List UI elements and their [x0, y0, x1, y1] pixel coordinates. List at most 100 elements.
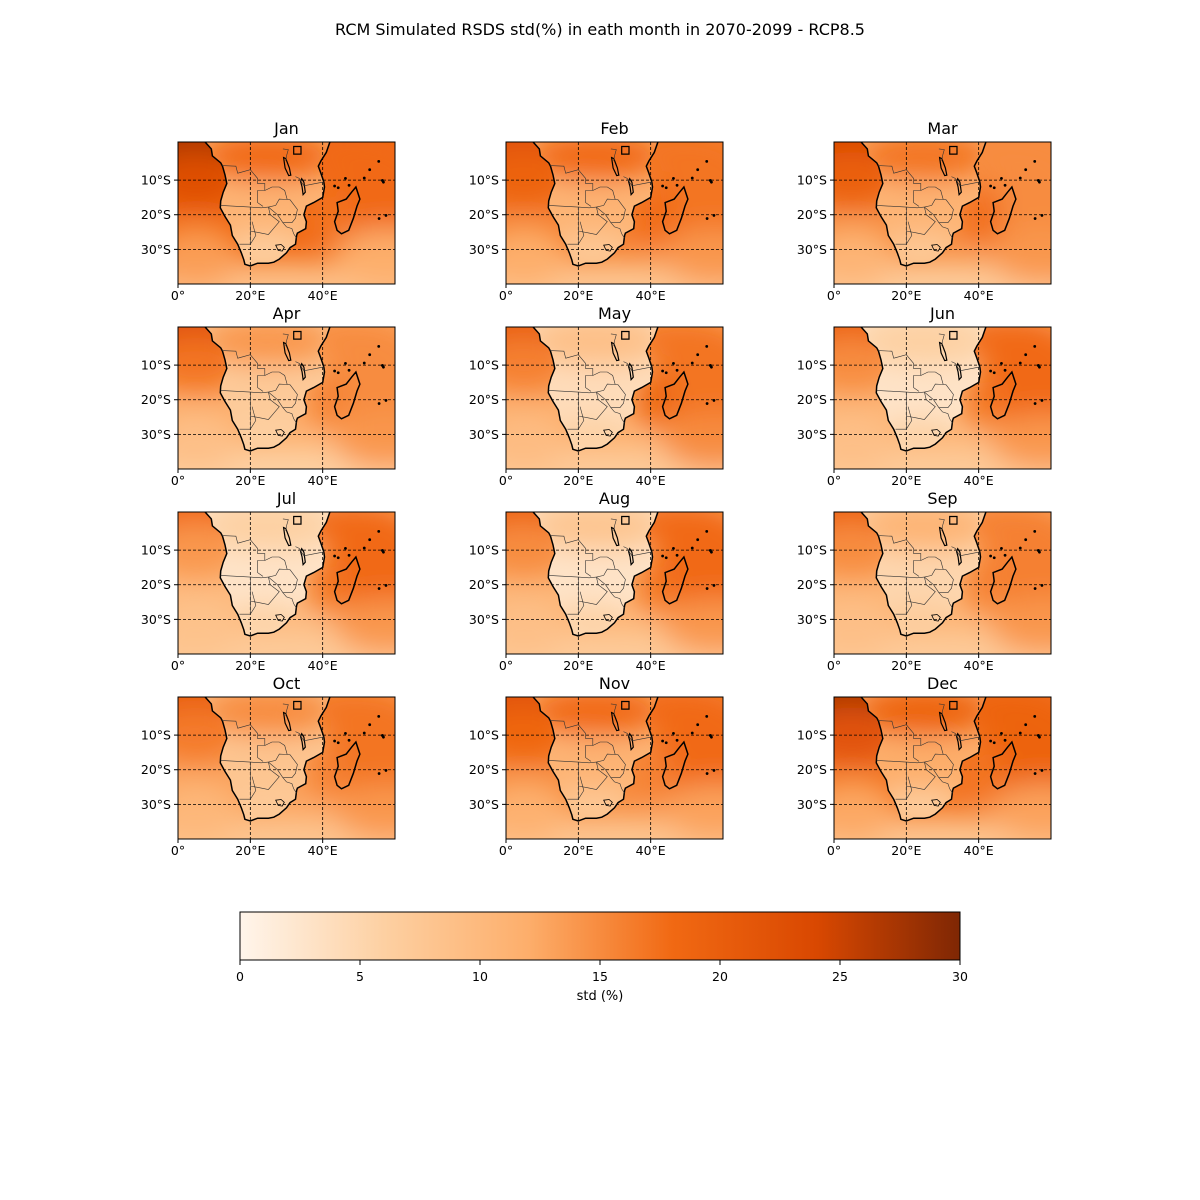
island — [705, 587, 709, 590]
plot-frame — [505, 511, 724, 655]
country-border — [596, 568, 616, 578]
lon-tick-label: 20°E — [891, 843, 921, 858]
lat-tick-label: 20°S — [141, 207, 171, 222]
lon-tick-label: 40°E — [636, 843, 666, 858]
lon-tick-label: 20°E — [235, 658, 265, 673]
country-border — [592, 741, 616, 755]
lon-tick-label: 0° — [827, 843, 841, 858]
sw-ocean-cell — [506, 226, 570, 284]
lon-tick-label: 40°E — [308, 658, 338, 673]
country-border — [610, 148, 617, 162]
country-border — [585, 190, 593, 207]
country-border — [567, 776, 585, 800]
lat-tick-label: 20°S — [797, 207, 827, 222]
lon-tick-label: 0° — [827, 288, 841, 303]
island — [384, 584, 388, 587]
island — [336, 371, 340, 375]
lon-tick-label: 40°E — [308, 843, 338, 858]
island — [661, 739, 665, 743]
lesotho-border — [603, 244, 613, 252]
island — [344, 731, 347, 735]
lesotho-border — [603, 614, 613, 622]
country-border — [592, 186, 616, 200]
island — [384, 399, 388, 402]
country-border — [282, 592, 297, 609]
country-border — [596, 199, 626, 223]
lesotho-border — [275, 429, 285, 437]
island — [1033, 344, 1037, 348]
country-border — [924, 198, 944, 208]
country-border — [268, 568, 288, 578]
plot-frame — [177, 696, 396, 840]
island — [712, 584, 716, 587]
island — [672, 361, 675, 365]
island — [705, 529, 709, 533]
lon-tick-label: 0° — [499, 658, 513, 673]
madagascar-coastline — [333, 370, 361, 420]
island — [368, 168, 372, 172]
country-border — [951, 176, 981, 186]
panel-title: Nov — [598, 674, 631, 693]
country-border — [548, 760, 597, 764]
figure-title: RCM Simulated RSDS std(%) in eath month … — [335, 20, 865, 39]
plot-frame — [177, 326, 396, 470]
map-plot: 10°S 20°S 30°S 0° 20°E 40°E — [469, 326, 724, 488]
island — [1033, 587, 1037, 590]
madagascar-coastline — [989, 555, 1017, 605]
n-land-cell — [861, 512, 986, 551]
lake-outline — [610, 156, 620, 177]
lake-outline — [282, 526, 292, 547]
lat-tick-label: 20°S — [797, 392, 827, 407]
country-border — [268, 198, 288, 208]
country-border — [924, 753, 944, 763]
plot-frame — [833, 326, 1052, 470]
island — [347, 183, 351, 187]
island — [377, 714, 381, 718]
country-border — [250, 207, 280, 235]
lon-tick-label: 40°E — [636, 473, 666, 488]
plot-frame — [177, 141, 396, 285]
lake-outline — [955, 547, 962, 566]
se-ocean-cell — [332, 228, 395, 284]
island — [362, 731, 366, 735]
lon-tick-label: 0° — [171, 843, 185, 858]
plot-frame — [177, 511, 396, 655]
map-plot: 10°S 20°S 30°S 0° 20°E 40°E — [797, 696, 1052, 858]
sw-ocean-cell — [834, 596, 898, 654]
island — [1036, 734, 1040, 737]
island — [1003, 183, 1007, 187]
island — [705, 772, 709, 775]
island — [1000, 731, 1003, 735]
country-border — [548, 575, 597, 579]
lake-outline — [955, 177, 962, 196]
island — [1024, 353, 1028, 357]
island — [664, 186, 668, 190]
coastline — [204, 142, 331, 267]
lake-outline — [621, 700, 630, 710]
lake-outline — [627, 547, 634, 566]
se-ocean-cell — [988, 783, 1051, 839]
country-border — [239, 591, 257, 615]
map-plot: 10°S 20°S 30°S 0° 20°E 40°E — [141, 141, 396, 303]
panel-title: Apr — [272, 304, 301, 323]
island — [696, 168, 700, 172]
map-plot: 10°S 20°S 30°S 0° 20°E 40°E — [469, 696, 724, 858]
country-border — [951, 361, 981, 371]
coastline — [204, 697, 331, 822]
island — [708, 364, 712, 367]
lat-tick-label: 10°S — [797, 543, 827, 558]
country-border — [578, 207, 608, 235]
sw-ocean-cell — [834, 781, 898, 839]
lon-tick-label: 20°E — [891, 473, 921, 488]
country-border — [250, 577, 280, 605]
lon-tick-label: 0° — [499, 288, 513, 303]
lon-tick-label: 40°E — [964, 473, 994, 488]
lon-tick-label: 40°E — [964, 288, 994, 303]
madagascar-coastline — [333, 740, 361, 790]
lake-outline — [955, 362, 962, 381]
island — [377, 217, 381, 220]
island — [1033, 529, 1037, 533]
map-panel-feb: Feb 10°S 20°S 30°S 0° 20°E 40°E — [456, 119, 733, 305]
country-border — [906, 577, 936, 605]
sw-ocean-cell — [834, 411, 898, 469]
